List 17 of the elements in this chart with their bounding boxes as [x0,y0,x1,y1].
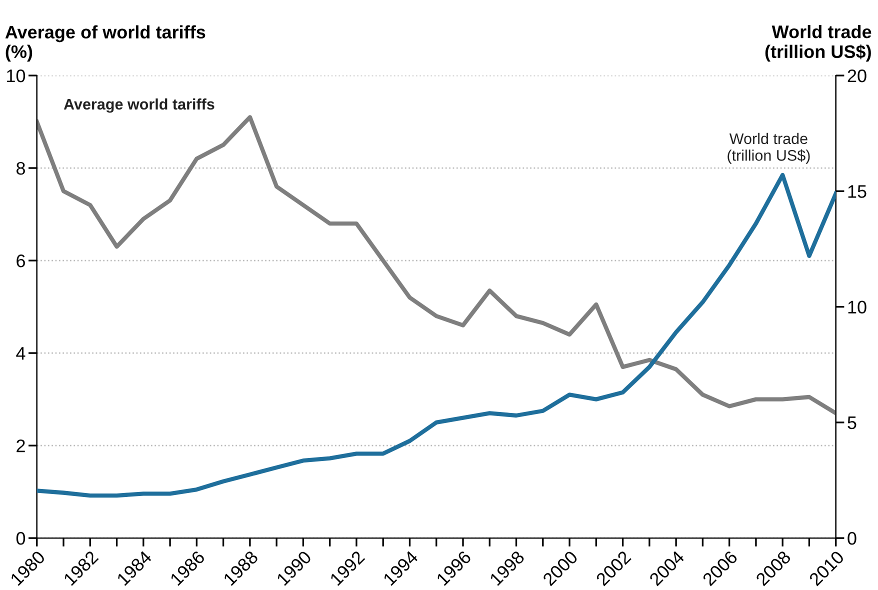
y2-tick-label: 20 [848,69,866,82]
line-series [36,172,836,498]
y2-tick-label: 15 [848,185,866,198]
y2-tick-label: 0 [848,532,856,545]
y-axis-title: Average of world tariffs (%) [5,25,206,62]
y-tick-label: 10 [7,69,26,82]
y-tick-label: 2 [16,440,25,452]
line-series [36,115,836,416]
y-tick-label: 0 [16,532,26,545]
y-tick-label: 4 [16,347,26,360]
series-label: Average world tariffs [64,98,214,113]
y-tick-label: 8 [16,162,25,175]
series-label: World trade (trillion US$) [728,132,810,164]
y2-axis-title: World trade (trillion US$) [765,24,872,62]
y2-tick-label: 5 [848,416,856,430]
y-tick-label: 6 [16,254,25,268]
y2-tick-label: 10 [848,300,866,314]
